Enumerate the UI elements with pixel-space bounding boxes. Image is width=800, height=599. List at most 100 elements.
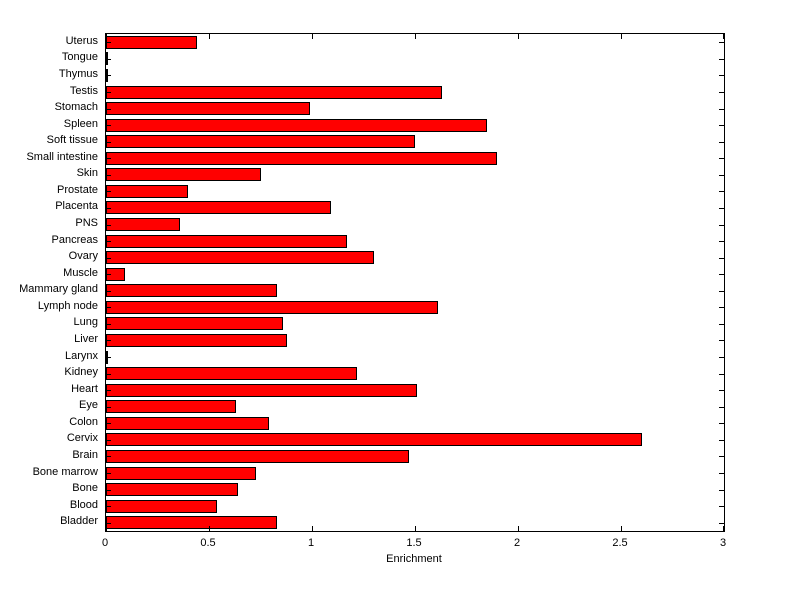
category-label: Small intestine: [26, 150, 98, 163]
y-tick-right: [719, 307, 724, 308]
category-label: Lymph node: [37, 299, 98, 312]
bar: [106, 450, 409, 463]
category-label: Larynx: [64, 349, 98, 362]
y-tick-right: [719, 440, 724, 441]
x-tick-label: 3: [719, 537, 727, 549]
y-tick-right: [719, 473, 724, 474]
category-label: Eye: [79, 399, 98, 412]
y-tick-right: [719, 142, 724, 143]
x-tick-label: 0.5: [200, 537, 216, 549]
x-tick-top: [723, 34, 724, 39]
x-tick-label: 0: [101, 537, 109, 549]
y-tick-right: [719, 357, 724, 358]
x-tick-label: 1: [307, 537, 315, 549]
category-label: PNS: [75, 217, 98, 229]
bar: [106, 151, 497, 165]
bar: [106, 433, 642, 447]
x-tick-top: [415, 34, 416, 39]
bar: [106, 168, 261, 182]
y-tick-left: [106, 92, 111, 93]
x-tick-top: [312, 34, 313, 39]
y-tick-left: [106, 225, 111, 226]
y-tick-left: [106, 357, 111, 358]
y-tick-left: [106, 440, 111, 441]
x-tick-label: 2: [513, 537, 521, 549]
category-label: Prostate: [57, 183, 98, 196]
x-tick-bottom: [106, 526, 107, 531]
x-tick-label: 2.5: [612, 537, 628, 549]
y-tick-left: [106, 258, 111, 259]
bar: [106, 466, 256, 480]
y-tick-right: [719, 241, 724, 242]
category-label: Bladder: [60, 515, 98, 528]
category-label: Colon: [69, 415, 98, 428]
category-label: Brain: [72, 449, 98, 461]
y-tick-right: [719, 258, 724, 259]
category-label: Heart: [71, 382, 98, 395]
y-tick-left: [106, 142, 111, 143]
bar: [106, 499, 217, 513]
category-label: Thymus: [58, 67, 98, 80]
y-tick-left: [106, 374, 111, 375]
category-label: Cervix: [66, 432, 98, 445]
y-tick-left: [106, 191, 111, 192]
bar: [106, 284, 277, 298]
y-tick-left: [106, 75, 111, 76]
category-label: Bone: [72, 482, 98, 495]
y-tick-right: [719, 407, 724, 408]
y-tick-right: [719, 456, 724, 457]
bar: [106, 218, 180, 231]
y-tick-right: [719, 324, 724, 325]
y-tick-left: [106, 456, 111, 457]
y-tick-right: [719, 208, 724, 209]
y-tick-right: [719, 506, 724, 507]
x-tick-bottom: [518, 526, 519, 531]
plot-area: [105, 33, 725, 532]
y-tick-left: [106, 42, 111, 43]
bar: [106, 52, 108, 66]
y-tick-right: [719, 175, 724, 176]
category-label: Uterus: [65, 34, 98, 47]
y-tick-right: [719, 523, 724, 524]
category-label: Ovary: [68, 250, 98, 263]
x-tick-bottom: [723, 526, 724, 531]
y-tick-right: [719, 291, 724, 292]
category-label: Mammary gland: [19, 283, 98, 296]
category-label: Stomach: [54, 101, 98, 113]
category-label: Muscle: [63, 266, 98, 279]
category-label: Pancreas: [51, 233, 98, 246]
category-label: Blood: [69, 498, 98, 511]
y-tick-left: [106, 407, 111, 408]
y-tick-right: [719, 340, 724, 341]
category-label: Testis: [69, 84, 98, 97]
bar: [106, 300, 438, 314]
y-tick-left: [106, 59, 111, 60]
bar: [106, 251, 374, 265]
category-label: Lung: [73, 316, 98, 329]
bar: [106, 516, 277, 530]
x-tick-top: [518, 34, 519, 39]
x-tick-bottom: [621, 526, 622, 531]
bar: [106, 118, 487, 132]
y-tick-left: [106, 473, 111, 474]
category-label: Liver: [74, 333, 98, 345]
bar: [106, 184, 188, 198]
y-tick-right: [719, 158, 724, 159]
bar: [106, 35, 197, 49]
category-label: Placenta: [55, 200, 98, 213]
y-tick-right: [719, 191, 724, 192]
bar: [106, 135, 415, 149]
y-tick-right: [719, 225, 724, 226]
bar: [106, 317, 283, 331]
y-tick-left: [106, 423, 111, 424]
bar: [106, 416, 269, 430]
y-tick-left: [106, 175, 111, 176]
category-label: Skin: [76, 167, 98, 180]
x-tick-bottom: [415, 526, 416, 531]
x-tick-bottom: [209, 526, 210, 531]
x-tick-top: [106, 34, 107, 39]
y-tick-left: [106, 109, 111, 110]
y-tick-left: [106, 274, 111, 275]
y-tick-right: [719, 42, 724, 43]
y-tick-right: [719, 423, 724, 424]
